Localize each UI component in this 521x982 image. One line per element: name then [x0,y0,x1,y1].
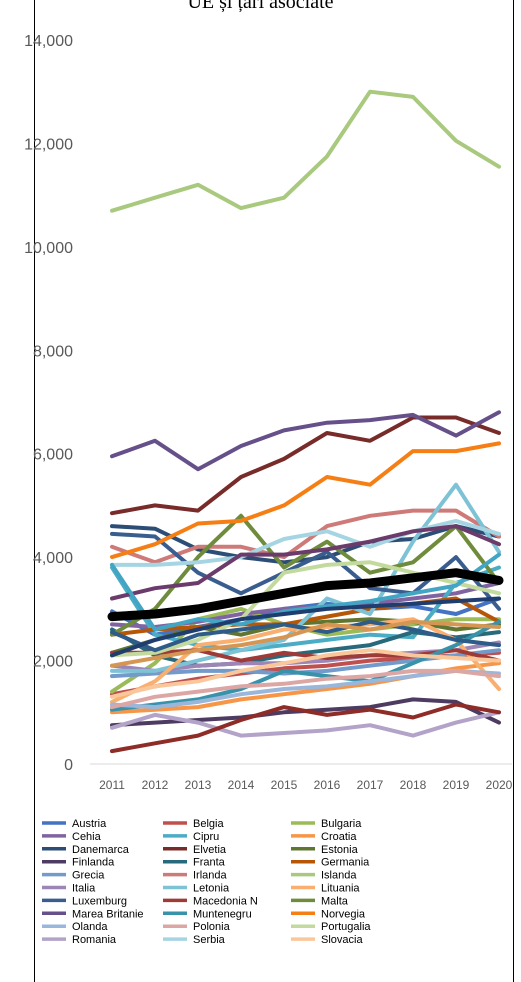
legend-label: Marea Britanie [72,908,144,920]
series-line-marea-britanie [110,410,501,472]
series-line-elvetia [110,415,501,516]
frame-border-left [34,0,35,982]
series-line-unnamed-31 [110,619,501,653]
legend-label: Portugalia [321,921,371,933]
y-tick-label: 2,000 [33,654,73,671]
y-axis-ticks: 0 2,000 4,000 6,000 8,000 10,000 12,000 14,000 [24,33,73,774]
x-tick-label: 2020 [486,778,513,792]
legend-label: Bulgaria [321,818,362,830]
legend-label: Cipru [193,831,219,843]
legend-label: Austria [72,818,107,830]
legend-label: Polonia [193,921,231,933]
x-tick-label: 2019 [443,778,470,792]
series-line-malta [110,513,501,637]
y-tick-label: 4,000 [33,550,73,567]
legend-label: Irlanda [193,870,228,882]
legend-label: Serbia [193,934,226,946]
y-tick-label: 12,000 [24,136,73,153]
y-tick-label: 14,000 [24,33,73,50]
x-tick-label: 2011 [99,778,125,792]
legend-label: Norvegia [321,908,366,920]
legend-label: Franta [193,857,226,869]
legend-label: Muntenegru [193,908,252,920]
series-line-unnamed-34 [110,596,501,658]
legend-label: Cehia [72,831,102,843]
x-axis-ticks: 2011 2012 2013 2014 2015 2016 2017 2018 2019 2020 [99,778,513,792]
series-line-danemarca [110,524,501,565]
legend-label: Olanda [72,921,108,933]
y-tick-label: 0 [64,757,73,774]
series-line-cipru [110,565,501,653]
legend-label: Slovacia [321,934,363,946]
x-tick-label: 2015 [271,778,298,792]
legend-label: Estonia [321,844,359,856]
y-tick-label: 6,000 [33,447,73,464]
series-line-norvegia [110,441,501,560]
legend-label: Luxemburg [72,895,127,907]
series-line-unnamed-30 [110,702,501,754]
legend-label: Danemarca [72,844,130,856]
legend-label: Elvetia [193,844,227,856]
x-tick-label: 2014 [228,778,255,792]
legend-label: Islanda [321,870,357,882]
series-line-islanda [110,89,501,213]
series-line-unnamed-35 [110,619,501,668]
legend-label: Grecia [72,870,105,882]
legend-label: Romania [72,934,117,946]
series-layer [107,89,504,754]
x-tick-label: 2016 [314,778,341,792]
series-line-romania [110,710,501,738]
legend-label: Lituania [321,883,360,895]
legend-label: Germania [321,857,370,869]
series-line-polonia [110,668,501,710]
series-line-slovacia [110,648,501,699]
x-tick-label: 2013 [185,778,212,792]
frame-border-right [513,0,514,982]
legend-label: Croatia [321,831,357,843]
average-series-line [107,568,504,622]
legend: Austria Belgia Bulgaria Cehia Cipru Croatia Da… [42,818,371,946]
x-tick-label: 2012 [142,778,169,792]
y-tick-label: 8,000 [33,343,73,360]
legend-label: Letonia [193,883,230,895]
x-tick-label: 2018 [400,778,427,792]
x-tick-label: 2017 [357,778,384,792]
series-line-unnamed-33 [110,552,501,632]
y-tick-label: 10,000 [24,240,73,257]
series-line-serbia [110,518,501,567]
legend-label: Belgia [193,818,224,830]
legend-label: Italia [72,883,96,895]
series-line-unnamed-32 [110,524,501,601]
series-line-olanda [110,668,501,710]
legend-label: Macedonia N [193,895,258,907]
legend-label: Malta [321,895,349,907]
chart-title: UE și țări asociate [187,0,334,13]
series-line-muntenegru [110,619,501,712]
legend-label: Finlanda [72,857,115,869]
